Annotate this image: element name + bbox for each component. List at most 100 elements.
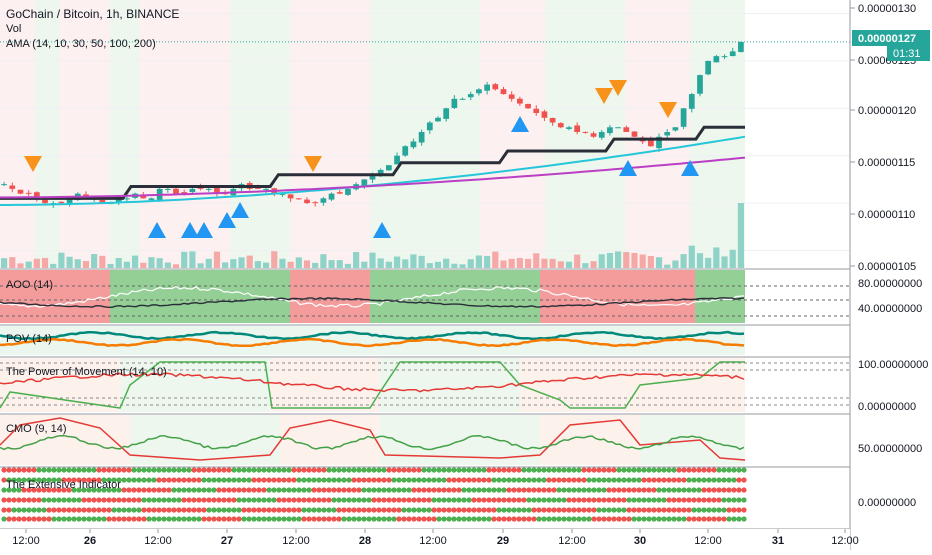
extensive-dot (691, 467, 697, 473)
extensive-dot (286, 487, 292, 493)
extensive-dot (526, 487, 532, 493)
extensive-dot (281, 487, 287, 493)
volume-bar (131, 255, 139, 268)
extensive-dot (466, 477, 472, 483)
extensive-dot (621, 507, 627, 513)
extensive-dot (611, 497, 617, 503)
extensive-dot (366, 497, 372, 503)
extensive-dot (126, 477, 132, 483)
extensive-dot (516, 507, 522, 513)
extensive-dot (741, 507, 747, 513)
candle-body (697, 75, 703, 94)
extensive-dot (611, 516, 617, 522)
extensive-dot (61, 516, 67, 522)
extensive-dot (11, 516, 17, 522)
extensive-dot (61, 477, 67, 483)
extensive-dot (121, 467, 127, 473)
extensive-dot (481, 507, 487, 513)
time-tick-label: 12:00 (12, 535, 40, 547)
extensive-dot (266, 507, 272, 513)
extensive-dot (581, 477, 587, 483)
extensive-dot (411, 477, 417, 483)
extensive-dot (331, 487, 337, 493)
extensive-dot (676, 516, 682, 522)
extensive-dot (16, 487, 22, 493)
extensive-dot (661, 477, 667, 483)
extensive-dot (136, 516, 142, 522)
extensive-dot (671, 516, 677, 522)
extensive-dot (101, 487, 107, 493)
extensive-dot (711, 487, 717, 493)
extensive-dot (621, 516, 627, 522)
extensive-dot (696, 487, 702, 493)
extensive-dot (241, 487, 247, 493)
extensive-dot (1, 507, 7, 513)
extensive-dot (136, 507, 142, 513)
extensive-dot (441, 507, 447, 513)
extensive-dot (166, 477, 172, 483)
extensive-dot (101, 477, 107, 483)
volume-bar (50, 263, 57, 268)
extensive-dot (141, 516, 147, 522)
power-zone (520, 358, 745, 412)
extensive-dot (521, 467, 527, 473)
volume-bar (41, 257, 49, 268)
extensive-dot (421, 467, 427, 473)
volume-bar (25, 261, 32, 268)
extensive-dot (246, 507, 252, 513)
extensive-dot (556, 477, 562, 483)
extensive-dot (566, 516, 572, 522)
extensive-dot (361, 477, 367, 483)
candle-body (197, 187, 204, 189)
extensive-dot (221, 507, 227, 513)
candle-body (369, 174, 376, 180)
extensive-dot (686, 507, 692, 513)
pov-label: POV (14) (6, 333, 52, 345)
volume-bar (344, 263, 352, 268)
extensive-dot (656, 497, 662, 503)
extensive-dot (611, 487, 617, 493)
extensive-dot (681, 487, 687, 493)
extensive-dot (41, 467, 47, 473)
extensive-dot (641, 507, 647, 513)
extensive-dot (541, 516, 547, 522)
volume-bar (737, 203, 744, 268)
candle-body (664, 132, 671, 136)
signal-zone (35, 0, 60, 268)
volume-bar (443, 258, 450, 268)
volume-bar (262, 262, 270, 268)
extensive-dot (651, 487, 657, 493)
extensive-dot (216, 497, 222, 503)
extensive-dot (111, 497, 117, 503)
extensive-dot (146, 497, 152, 503)
extensive-dot (731, 497, 737, 503)
extensive-dot (106, 516, 112, 522)
volume-bar (336, 260, 343, 268)
extensive-dot (391, 507, 397, 513)
extensive-dot (21, 507, 27, 513)
extensive-dot (376, 516, 382, 522)
extensive-dot (726, 477, 732, 483)
volume-bar (254, 261, 261, 268)
extensive-dot (521, 487, 527, 493)
cmo-tick-label: 50.00000000 (858, 443, 922, 455)
volume-bar (664, 264, 671, 268)
candle-body (66, 198, 73, 205)
extensive-dot (311, 487, 317, 493)
extensive-dot (326, 516, 332, 522)
buy-signal-marker (373, 222, 391, 238)
extensive-dot (556, 507, 562, 513)
extensive-dot (196, 497, 202, 503)
candle-body (713, 56, 720, 63)
extensive-dot (11, 507, 17, 513)
extensive-dot (356, 507, 362, 513)
extensive-dot (346, 477, 352, 483)
extensive-dot (91, 507, 97, 513)
extensive-dot (81, 487, 87, 493)
volume-bar (500, 260, 507, 268)
extensive-dot (546, 477, 552, 483)
extensive-dot (556, 467, 562, 473)
extensive-dot (561, 477, 567, 483)
